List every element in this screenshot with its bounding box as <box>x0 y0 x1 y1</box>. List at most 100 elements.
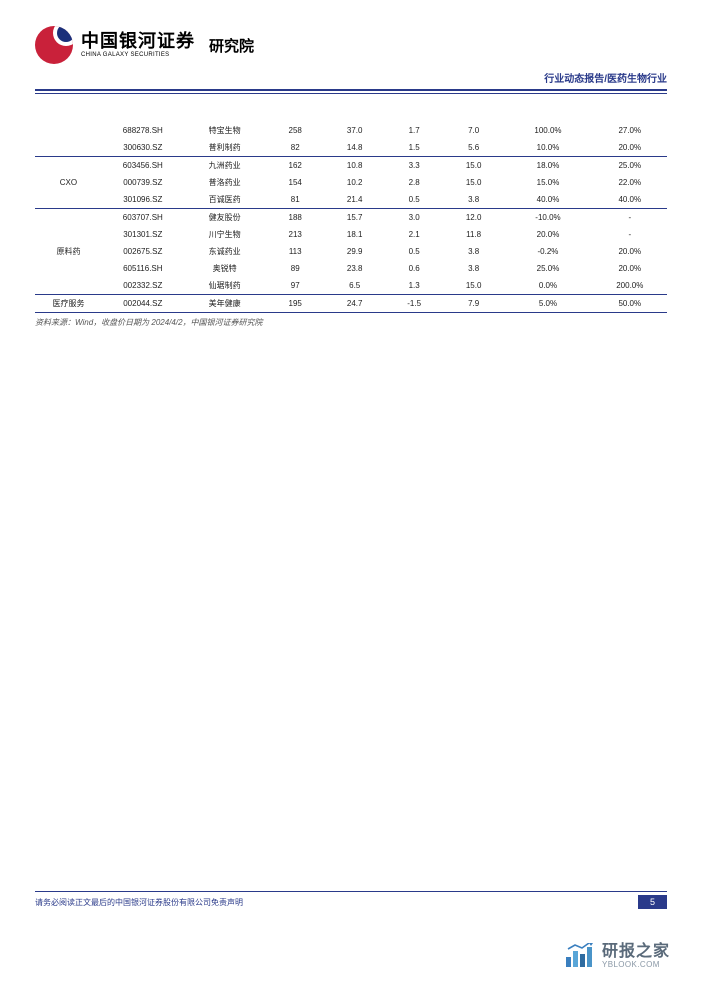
table-row: 605116.SH奥锐特8923.80.63.825.0%20.0% <box>35 260 667 277</box>
table-cell: CXO <box>35 174 102 191</box>
footer: 请务必阅读正文最后的中国银河证券股份有限公司免责声明 5 <box>35 891 667 909</box>
table-cell: 百诚医药 <box>184 191 266 209</box>
table-cell: 0.6 <box>384 260 443 277</box>
table-row: 301301.SZ川宁生物21318.12.111.820.0%- <box>35 226 667 243</box>
table-cell: 18.0% <box>503 157 592 174</box>
table-cell: 188 <box>265 209 324 226</box>
footer-divider <box>35 891 667 892</box>
table-row: 300630.SZ普利制药8214.81.55.610.0%20.0% <box>35 139 667 157</box>
table-cell: 301301.SZ <box>102 226 184 243</box>
table-cell: 301096.SZ <box>102 191 184 209</box>
table-cell: 300630.SZ <box>102 139 184 157</box>
table-cell: 20.0% <box>593 139 667 157</box>
table-cell: 3.8 <box>444 243 503 260</box>
table-cell: 0.0% <box>503 277 592 295</box>
table-cell: 24.7 <box>325 295 384 313</box>
table-cell: 12.0 <box>444 209 503 226</box>
table-cell: 普利制药 <box>184 139 266 157</box>
table-cell: 7.9 <box>444 295 503 313</box>
table-cell: 5.6 <box>444 139 503 157</box>
institute-label: 研究院 <box>209 35 254 56</box>
table-separator <box>35 312 667 313</box>
table-row: 医疗服务002044.SZ美年健康19524.7-1.57.95.0%50.0% <box>35 295 667 313</box>
table-cell: 002675.SZ <box>102 243 184 260</box>
table-cell: 82 <box>265 139 324 157</box>
header: 中国银河证券 CHINA GALAXY SECURITIES 研究院 <box>35 26 667 64</box>
table-cell: - <box>593 209 667 226</box>
table-cell: 162 <box>265 157 324 174</box>
table-cell: 20.0% <box>593 260 667 277</box>
divider-thin <box>35 93 667 94</box>
table-cell: 89 <box>265 260 324 277</box>
table-cell: 3.3 <box>384 157 443 174</box>
table-cell: 15.7 <box>325 209 384 226</box>
table-cell: 1.3 <box>384 277 443 295</box>
logo-icon <box>35 26 73 64</box>
table-cell: 18.1 <box>325 226 384 243</box>
table-cell: 1.5 <box>384 139 443 157</box>
table-cell: 195 <box>265 295 324 313</box>
footer-row: 请务必阅读正文最后的中国银河证券股份有限公司免责声明 5 <box>35 895 667 909</box>
table-cell: 81 <box>265 191 324 209</box>
table-cell: 15.0 <box>444 277 503 295</box>
table-row: 301096.SZ百诚医药8121.40.53.840.0%40.0% <box>35 191 667 209</box>
table-cell <box>35 226 102 243</box>
table-row: 603707.SH健友股份18815.73.012.0-10.0%- <box>35 209 667 226</box>
disclaimer-text: 请务必阅读正文最后的中国银河证券股份有限公司免责声明 <box>35 897 243 908</box>
table-cell: 仙琚制药 <box>184 277 266 295</box>
table-row: 002332.SZ仙琚制药976.51.315.00.0%200.0% <box>35 277 667 295</box>
table-cell: 37.0 <box>325 122 384 139</box>
table-cell: 21.4 <box>325 191 384 209</box>
table-cell: 200.0% <box>593 277 667 295</box>
table-cell: -10.0% <box>503 209 592 226</box>
table-cell: 603456.SH <box>102 157 184 174</box>
table-cell: 川宁生物 <box>184 226 266 243</box>
table-cell: 10.8 <box>325 157 384 174</box>
table-cell: 27.0% <box>593 122 667 139</box>
table-cell: 605116.SH <box>102 260 184 277</box>
watermark-en: YBLOOK.COM <box>602 961 670 969</box>
table-cell: - <box>593 226 667 243</box>
table-cell: 000739.SZ <box>102 174 184 191</box>
data-table: 688278.SH特宝生物25837.01.77.0100.0%27.0%300… <box>35 122 667 313</box>
table-cell: 奥锐特 <box>184 260 266 277</box>
source-note: 资料来源：Wind，收盘价日期为 2024/4/2，中国银河证券研究院 <box>35 317 667 328</box>
table-cell: 154 <box>265 174 324 191</box>
table-cell: 20.0% <box>503 226 592 243</box>
table-cell: 健友股份 <box>184 209 266 226</box>
table-cell: 九洲药业 <box>184 157 266 174</box>
page: 中国银河证券 CHINA GALAXY SECURITIES 研究院 行业动态报… <box>0 0 702 991</box>
table-cell <box>35 157 102 174</box>
table-cell: 3.0 <box>384 209 443 226</box>
table-cell: 100.0% <box>503 122 592 139</box>
table-cell: -1.5 <box>384 295 443 313</box>
table-cell: 普洛药业 <box>184 174 266 191</box>
table-cell: 0.5 <box>384 191 443 209</box>
table-cell: 10.2 <box>325 174 384 191</box>
table-cell: 25.0% <box>503 260 592 277</box>
table-cell: 0.5 <box>384 243 443 260</box>
table-row: CXO000739.SZ普洛药业15410.22.815.015.0%22.0% <box>35 174 667 191</box>
table-cell: 特宝生物 <box>184 122 266 139</box>
table-cell <box>35 191 102 209</box>
table-cell: 29.9 <box>325 243 384 260</box>
table-cell: 2.1 <box>384 226 443 243</box>
logo-text: 中国银河证券 CHINA GALAXY SECURITIES <box>81 32 195 58</box>
table-cell: 11.8 <box>444 226 503 243</box>
table-cell: 688278.SH <box>102 122 184 139</box>
watermark-cn: 研报之家 <box>602 944 670 960</box>
table-row: 原料药002675.SZ东诚药业11329.90.53.8-0.2%20.0% <box>35 243 667 260</box>
page-number: 5 <box>638 895 667 909</box>
table-cell: 2.8 <box>384 174 443 191</box>
table-cell <box>35 122 102 139</box>
table-cell: 15.0 <box>444 174 503 191</box>
table-cell <box>35 209 102 226</box>
table-cell <box>35 277 102 295</box>
table-cell: 22.0% <box>593 174 667 191</box>
table-cell: 50.0% <box>593 295 667 313</box>
table-cell: 美年健康 <box>184 295 266 313</box>
logo-en: CHINA GALAXY SECURITIES <box>81 52 195 58</box>
table-cell: 603707.SH <box>102 209 184 226</box>
table-cell: 14.8 <box>325 139 384 157</box>
divider-thick <box>35 89 667 91</box>
